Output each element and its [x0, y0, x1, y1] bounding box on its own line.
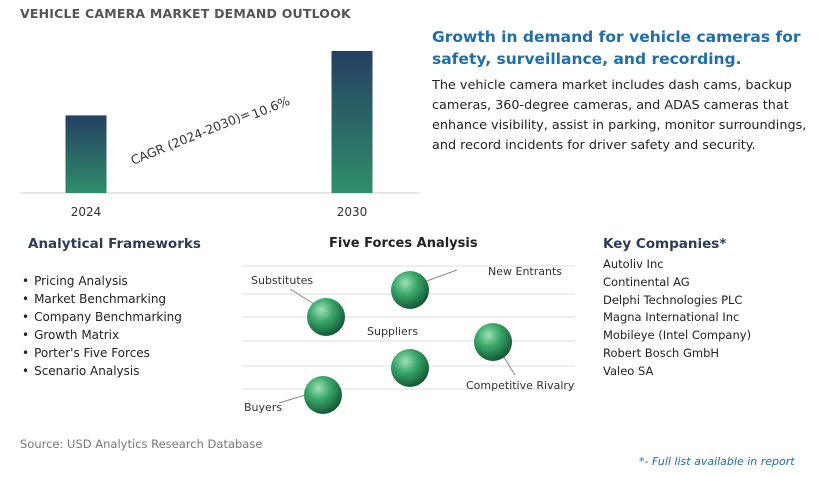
- list-item: Company Benchmarking: [22, 308, 182, 326]
- competitive-rivalry-label: Competitive Rivalry: [466, 379, 575, 392]
- suppliers-label: Suppliers: [367, 325, 418, 338]
- frameworks-title: Analytical Frameworks: [28, 236, 201, 252]
- x-tick-label: 2024: [71, 205, 102, 219]
- new-entrants-label: New Entrants: [488, 265, 562, 278]
- list-item: Valeo SA: [603, 363, 654, 378]
- list-item: Magna International Inc: [603, 310, 740, 325]
- key-companies-title: Key Companies*: [603, 236, 727, 252]
- list-item: Delphi Technologies PLC: [603, 292, 743, 307]
- list-item: Mobileye (Intel Company): [603, 328, 752, 343]
- bar-2024: [65, 115, 107, 193]
- list-item: Market Benchmarking: [22, 290, 182, 308]
- list-item: Autoliv Inc: [603, 257, 664, 271]
- cagr-label: CAGR (2024-2030)=: [129, 106, 253, 168]
- x-tick-label: 2030: [337, 205, 368, 219]
- list-item: Pricing Analysis: [22, 272, 182, 290]
- five-forces-diagram: Substitutes New Entrants Suppliers Compe…: [242, 265, 575, 414]
- bar-2030: [331, 51, 373, 193]
- key-companies-list: Autoliv Inc Continental AG Delphi Techno…: [603, 256, 751, 381]
- bars-group: [65, 51, 373, 193]
- market-description: The vehicle camera market includes dash …: [432, 78, 807, 153]
- five-forces-title: Five Forces Analysis: [329, 236, 478, 251]
- frameworks-list: Pricing Analysis Market Benchmarking Com…: [22, 272, 182, 380]
- bar-chart: 2024 2030 CAGR (2024-2030)= 10.6%: [20, 51, 420, 219]
- source-note: Source: USD Analytics Research Database: [20, 437, 263, 451]
- x-tick-labels: 2024 2030: [71, 205, 368, 219]
- list-item: Porter's Five Forces: [22, 344, 182, 362]
- list-item: Continental AG: [603, 274, 690, 289]
- cagr-value: 10.6%: [250, 93, 293, 122]
- list-item: Growth Matrix: [22, 326, 182, 344]
- list-item: Robert Bosch GmbH: [603, 345, 720, 360]
- buyers-label: Buyers: [244, 401, 282, 414]
- competitive-rivalry-sphere: [474, 323, 512, 361]
- headline: Growth in demand for vehicle cameras for…: [432, 28, 801, 68]
- page-title: VEHICLE CAMERA MARKET DEMAND OUTLOOK: [20, 6, 351, 21]
- substitutes-sphere: [307, 298, 345, 336]
- buyers-sphere: [304, 376, 342, 414]
- suppliers-sphere: [391, 349, 429, 387]
- list-item: Scenario Analysis: [22, 362, 182, 380]
- new-entrants-sphere: [391, 271, 429, 309]
- substitutes-label: Substitutes: [251, 274, 313, 287]
- footnote: *- Full list available in report: [639, 455, 795, 468]
